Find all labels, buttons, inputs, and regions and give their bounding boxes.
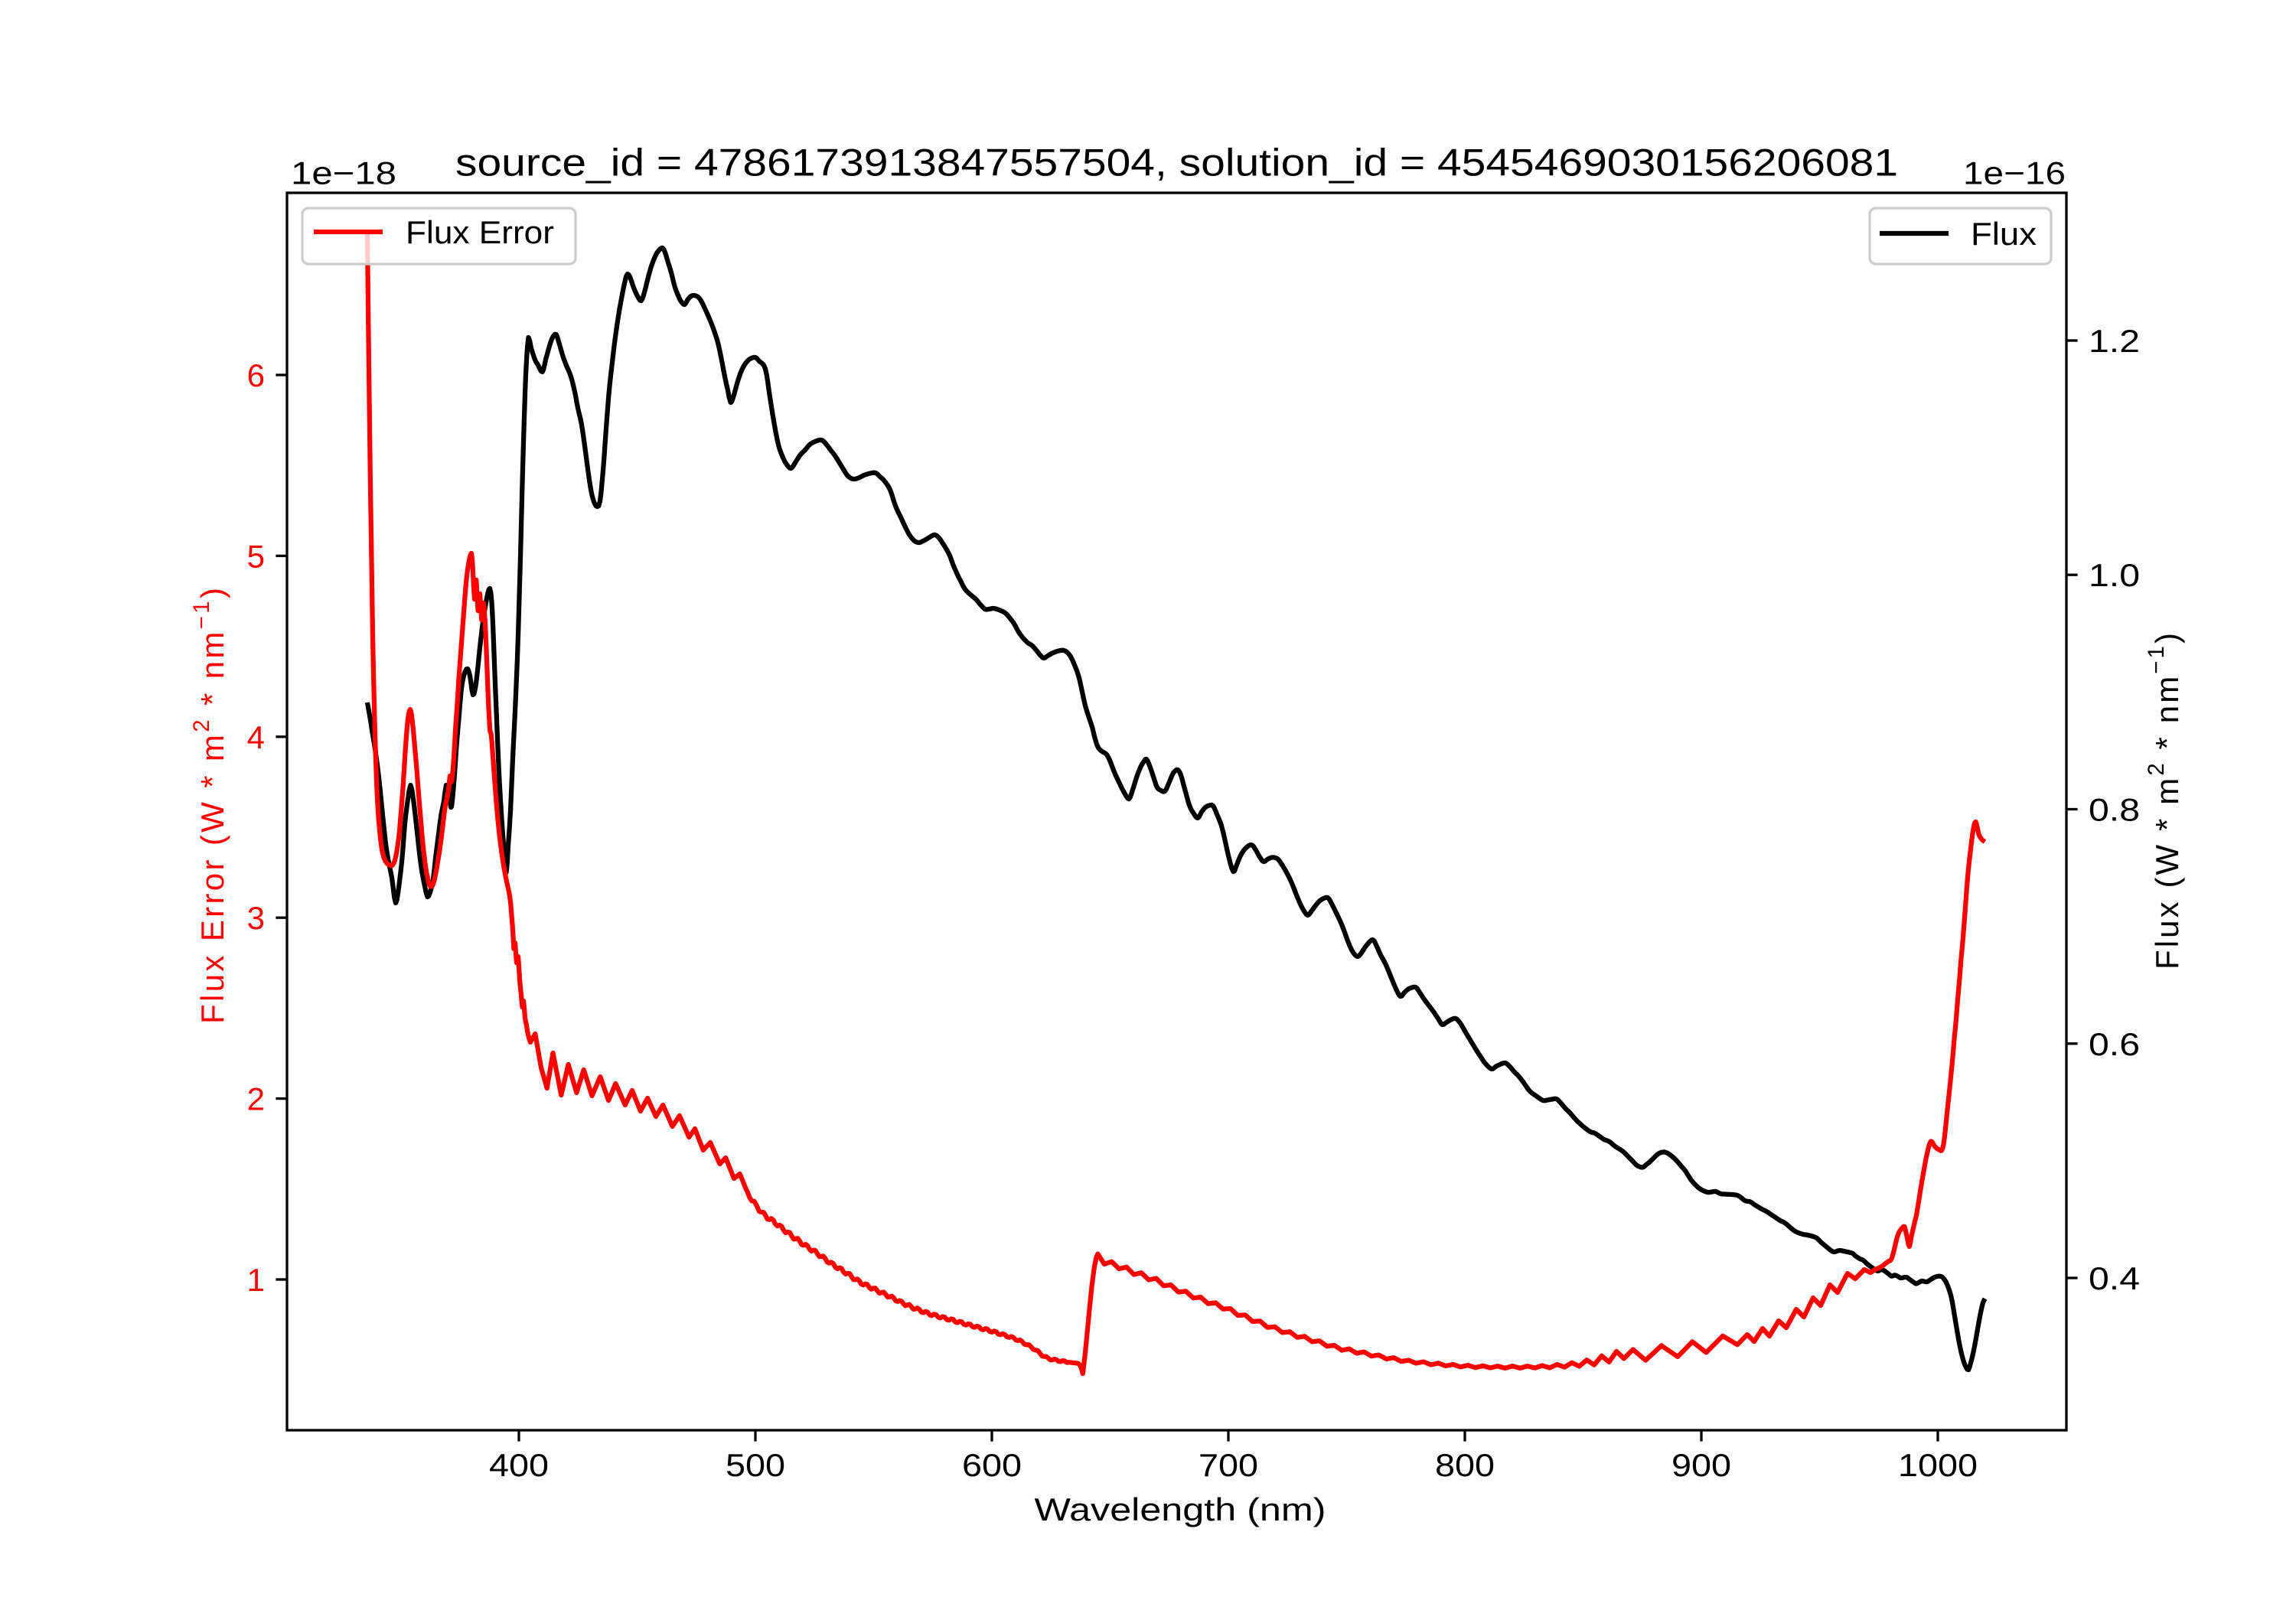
svg-text:1.0: 1.0 xyxy=(2089,557,2140,593)
svg-text:5: 5 xyxy=(247,538,265,574)
svg-text:Flux Error: Flux Error xyxy=(406,214,554,250)
svg-text:700: 700 xyxy=(1199,1447,1258,1483)
svg-text:500: 500 xyxy=(726,1447,785,1483)
svg-text:3: 3 xyxy=(247,900,265,936)
svg-text:0.8: 0.8 xyxy=(2089,792,2140,828)
svg-text:400: 400 xyxy=(489,1447,549,1483)
svg-text:1e−18: 1e−18 xyxy=(291,155,396,191)
svg-text:0.6: 0.6 xyxy=(2089,1026,2140,1062)
svg-text:800: 800 xyxy=(1435,1447,1495,1483)
svg-text:1: 1 xyxy=(247,1262,265,1298)
svg-text:900: 900 xyxy=(1671,1447,1731,1483)
svg-text:Flux (W * m2 * nm−1): Flux (W * m2 * nm−1) xyxy=(2144,633,2185,970)
svg-text:Flux: Flux xyxy=(1971,216,2037,252)
svg-text:2: 2 xyxy=(247,1081,265,1117)
svg-text:Wavelength (nm): Wavelength (nm) xyxy=(1035,1491,1326,1527)
svg-text:1.2: 1.2 xyxy=(2089,323,2140,359)
svg-text:Flux Error (W * m2 * nm−1): Flux Error (W * m2 * nm−1) xyxy=(189,588,230,1024)
svg-text:1000: 1000 xyxy=(1898,1447,1978,1483)
svg-text:0.4: 0.4 xyxy=(2089,1260,2140,1296)
svg-text:600: 600 xyxy=(962,1447,1022,1483)
svg-text:4: 4 xyxy=(247,719,265,755)
svg-text:6: 6 xyxy=(247,357,265,393)
svg-text:source_id = 478617391384755750: source_id = 4786173913847557504, solutio… xyxy=(455,142,1898,184)
svg-text:1e−16: 1e−16 xyxy=(1963,155,2066,191)
